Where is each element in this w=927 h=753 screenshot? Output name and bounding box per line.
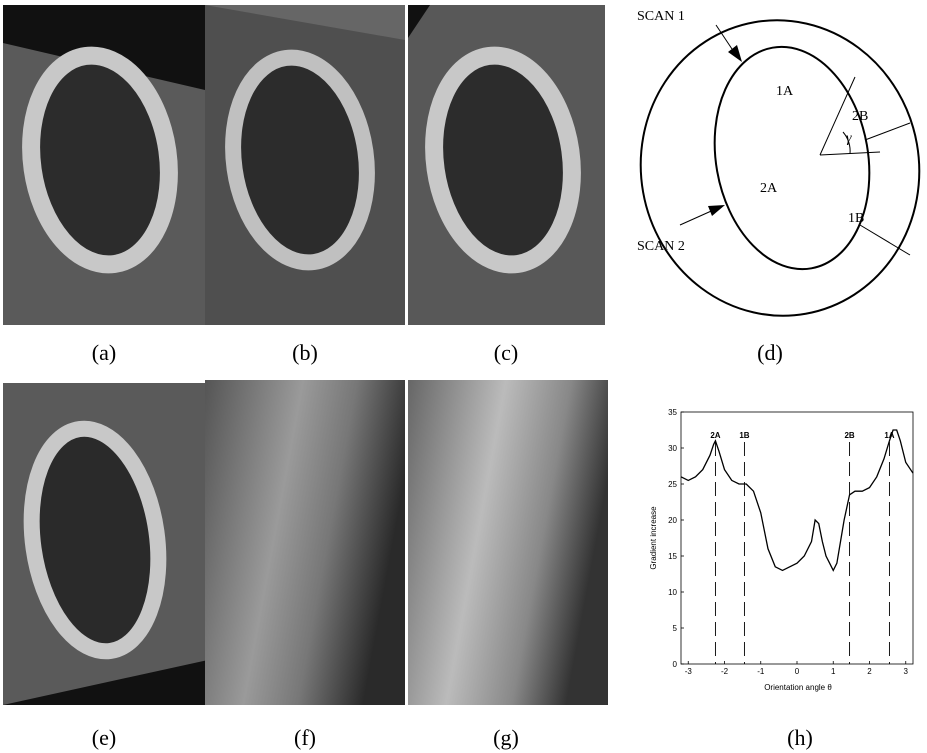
image-b — [205, 5, 405, 325]
panel-label: (f) — [294, 725, 316, 750]
image-a — [3, 5, 205, 325]
point-label: 2A — [760, 181, 778, 196]
x-tick-label: -3 — [685, 667, 693, 676]
panel-label: (d) — [757, 340, 783, 365]
x-tick-label: 0 — [795, 667, 800, 676]
y-tick-label: 10 — [668, 588, 677, 597]
panel-label: (e) — [92, 725, 116, 750]
y-axis-label: Gradient increase — [649, 506, 658, 570]
y-tick-label: 15 — [668, 552, 677, 561]
scan-label: SCAN 2 — [637, 239, 685, 254]
image-e — [3, 383, 208, 705]
annotation-label: 1B — [739, 431, 749, 440]
x-axis-label: Orientation angle θ — [764, 683, 832, 692]
image-f — [205, 380, 405, 705]
annotation-label: 2A — [710, 431, 720, 440]
x-tick-label: -2 — [721, 667, 729, 676]
y-tick-label: 35 — [668, 408, 677, 417]
y-tick-label: 0 — [673, 660, 678, 669]
y-tick-label: 25 — [668, 480, 677, 489]
image-g — [408, 380, 608, 705]
y-tick-label: 30 — [668, 444, 677, 453]
x-tick-label: 2 — [867, 667, 872, 676]
panel-label: (a) — [92, 340, 116, 365]
annotation-label: 2B — [844, 431, 854, 440]
y-tick-label: 5 — [673, 624, 678, 633]
figure: SCAN 1 SCAN 2 1A 2B 2A 1B γ (a) (b) (c) … — [0, 0, 927, 753]
x-tick-label: -1 — [757, 667, 765, 676]
panel-label: (b) — [292, 340, 318, 365]
x-tick-label: 1 — [831, 667, 836, 676]
point-label: 1A — [776, 84, 794, 99]
scan-label: SCAN 1 — [637, 9, 685, 24]
x-tick-label: 3 — [904, 667, 909, 676]
y-tick-label: 20 — [668, 516, 677, 525]
point-label: 1B — [848, 211, 864, 226]
diagram — [617, 0, 927, 338]
panel-label: (c) — [494, 340, 518, 365]
panel-label: (h) — [787, 725, 813, 750]
angle-label: γ — [846, 131, 852, 146]
image-c — [408, 5, 605, 325]
panel-label: (g) — [493, 725, 519, 750]
point-label: 2B — [852, 109, 868, 124]
